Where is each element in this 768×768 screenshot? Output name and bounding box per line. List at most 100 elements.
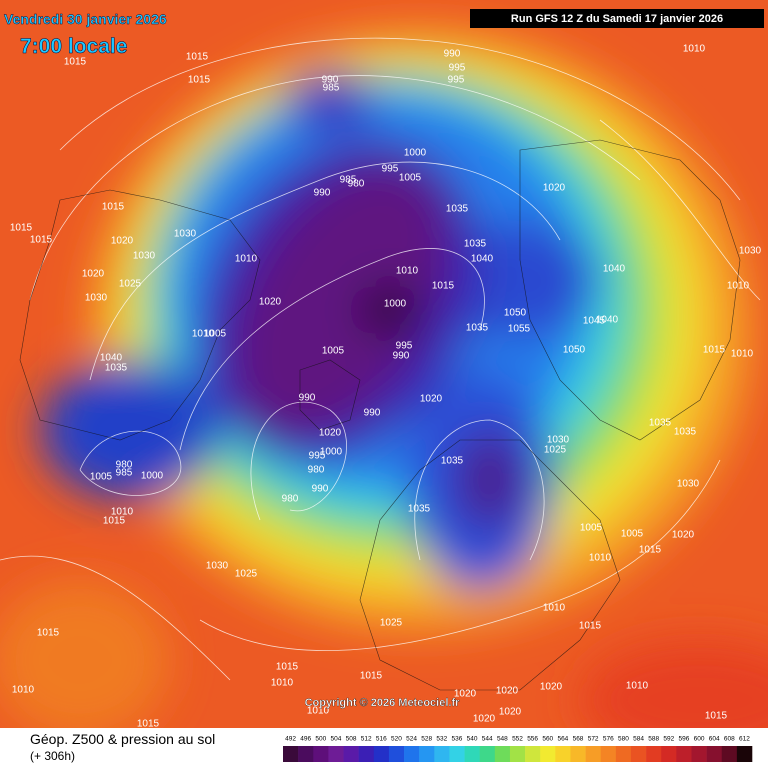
isobar-label: 1025 [380, 618, 403, 629]
isobar-label: 1035 [408, 504, 431, 515]
isobar-label: 1020 [420, 394, 443, 405]
isobar-label: 1010 [396, 266, 419, 277]
scale-swatch [434, 746, 450, 762]
scale-label: 556 [527, 736, 538, 743]
scale-label: 568 [573, 736, 584, 743]
run-info: Run GFS 12 Z du Samedi 17 janvier 2026 [511, 13, 723, 25]
scale-label: 512 [361, 736, 372, 743]
isobar-label: 995 [449, 63, 466, 74]
isobar-label: 990 [444, 49, 461, 60]
isobar-label: 1055 [508, 324, 531, 335]
scale-label: 564 [557, 736, 568, 743]
scale-label: 516 [376, 736, 387, 743]
color-scale: 492 496 500 504 508 512 516 520 524 528 532 536 540 5… [283, 736, 753, 762]
isobar-label: 1020 [82, 269, 105, 280]
scale-label: 584 [633, 736, 644, 743]
isobar-label: 990 [393, 351, 410, 362]
footer-lead: (+ 306h) [30, 749, 75, 763]
scale-swatch [509, 746, 526, 762]
isobar-label: 990 [314, 188, 331, 199]
scale-label: 524 [406, 736, 417, 743]
isobar-label: 990 [312, 484, 329, 495]
isobar-label: 1010 [271, 678, 294, 689]
scale-label: 492 [285, 736, 296, 743]
scale-swatch [298, 746, 314, 762]
isobar-label: 1015 [186, 52, 209, 63]
isobar-label: 1015 [703, 345, 726, 356]
isobar-label: 1040 [471, 254, 494, 265]
scale-swatch [646, 746, 662, 762]
isobar-label: 1050 [504, 308, 527, 319]
isobar-label: 1015 [360, 671, 383, 682]
isobar-label: 1015 [579, 621, 602, 632]
isobar-label: 1020 [496, 686, 519, 697]
isobar-labels: 1015 101510159909959959909851010100099598… [10, 44, 762, 730]
isobar-label: 1015 [10, 223, 33, 234]
isobar-label: 1020 [319, 428, 342, 439]
isobar-label: 1045 [583, 316, 606, 327]
scale-label: 572 [588, 736, 599, 743]
scale-label: 552 [512, 736, 523, 743]
forecast-time: 7:00 locale [20, 35, 127, 58]
isobar-label: 1015 [188, 75, 211, 86]
scale-label: 520 [391, 736, 402, 743]
isobar-label: 1035 [105, 363, 128, 374]
isobar-label: 1010 [727, 281, 750, 292]
isobar-label: 1035 [464, 239, 487, 250]
isobar-label: 1050 [563, 345, 586, 356]
isobar-label: 1030 [206, 561, 229, 572]
isobar-label: 1020 [454, 689, 477, 700]
isobar-lines [0, 37, 761, 681]
isobar-label: 1035 [446, 204, 469, 215]
isobar-label: 1030 [677, 479, 700, 490]
isobar-label: 1015 [137, 719, 160, 730]
isobar-label: 1015 [639, 545, 662, 556]
isobar-label: 1020 [499, 707, 522, 718]
scale-swatch [479, 746, 496, 762]
isobar-label: 1005 [621, 529, 644, 540]
isobar-label: 1035 [466, 323, 489, 334]
isobar-label: 1015 [102, 202, 125, 213]
isobar-label: 1010 [731, 349, 754, 360]
isobar-label: 980 [348, 179, 365, 190]
copyright: Copyright © 2026 Meteociel.fr [305, 697, 461, 709]
isobar-label: 985 [116, 468, 133, 479]
isobar-label: 1015 [30, 235, 53, 246]
scale-swatch [404, 746, 420, 762]
isobar-label: 1010 [626, 681, 649, 692]
scale-label: 500 [315, 736, 326, 743]
isobar-label: 1005 [580, 523, 603, 534]
scale-swatch [328, 746, 344, 762]
isobar-label: 1010 [589, 553, 612, 564]
isobar-label: 1025 [544, 445, 567, 456]
isobar-label: 995 [448, 75, 465, 86]
isobar-label: 1020 [259, 297, 282, 308]
isobar-label: 1035 [441, 456, 464, 467]
isobar-label: 1020 [540, 682, 563, 693]
isobar-label: 990 [299, 393, 316, 404]
scale-swatch [691, 746, 707, 762]
isobar-label: 1030 [547, 435, 570, 446]
scale-label: 544 [482, 736, 493, 743]
run-banner [470, 9, 764, 28]
scale-swatch [630, 746, 647, 762]
isobar-label: 1015 [432, 281, 455, 292]
scale-swatch [525, 746, 541, 762]
isobar-label: 1015 [64, 57, 87, 68]
scale-label: 612 [739, 736, 750, 743]
isobar-label: 1025 [235, 569, 258, 580]
isobar-label: 985 [340, 175, 357, 186]
scale-swatch [313, 746, 329, 762]
scale-label: 508 [346, 736, 357, 743]
scale-label: 532 [436, 736, 447, 743]
isobar-label: 1010 [111, 507, 134, 518]
scale-swatch [464, 746, 480, 762]
scale-label: 608 [724, 736, 735, 743]
scale-label: 576 [603, 736, 614, 743]
scale-label: 548 [497, 736, 508, 743]
isobar-label: 1035 [649, 418, 672, 429]
isobar-label: 990 [322, 75, 339, 86]
scale-label: 600 [694, 736, 705, 743]
